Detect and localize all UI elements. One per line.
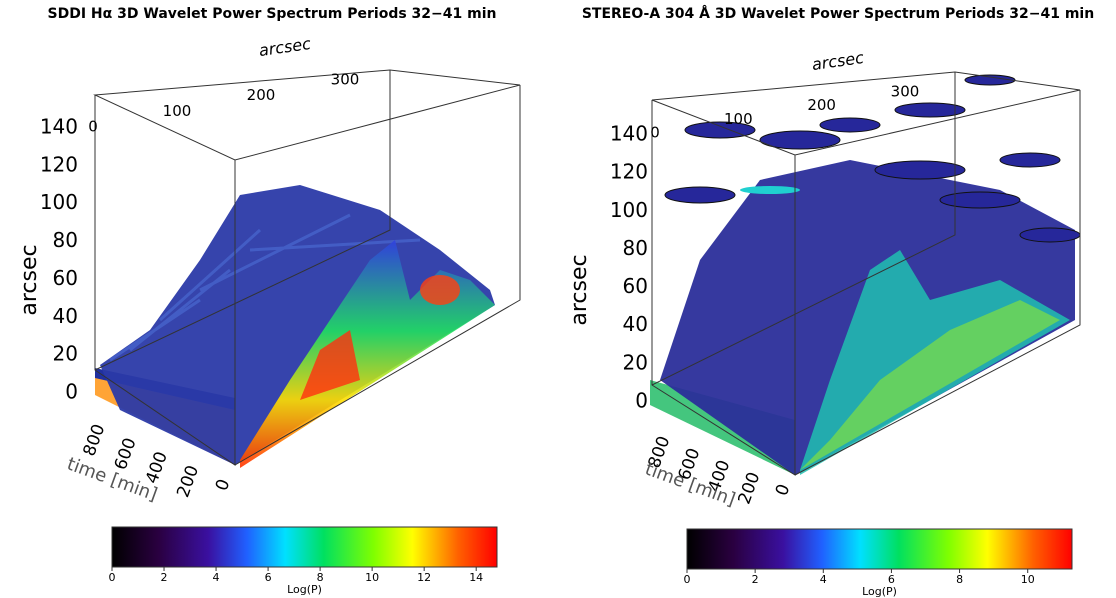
volume-render — [95, 185, 495, 468]
box — [651, 71, 1081, 476]
x-tick-label: 200 — [247, 86, 276, 104]
colorbar-tick-label: 4 — [213, 571, 220, 584]
colorbar-tick-label: 8 — [956, 573, 963, 586]
z-tick-label: 40 — [623, 312, 648, 336]
z-tick-label: 20 — [53, 342, 78, 366]
x-axis-label: arcsec — [811, 48, 865, 74]
time-tick-label: 600 — [111, 435, 141, 472]
z-tick-label: 0 — [65, 380, 78, 404]
time-tick-label: 0 — [212, 477, 234, 494]
colorbar-tick-label: 4 — [820, 573, 827, 586]
volume-render — [650, 74, 1081, 475]
z-tick-label: 60 — [53, 266, 78, 290]
time-tick-label: 0 — [772, 482, 794, 499]
z-tick-label: 80 — [53, 228, 78, 252]
time-tick-label: 800 — [80, 422, 110, 459]
x-tick-label: 300 — [891, 83, 920, 101]
panel-title: STEREO-A 304 Å 3D Wavelet Power Spectrum… — [582, 5, 1094, 22]
colorbar-tick-label: 2 — [161, 571, 168, 584]
x-tick-label: 300 — [331, 71, 360, 89]
colorbar-tick-label: 2 — [752, 573, 759, 586]
colorbar-tick-label: 14 — [469, 571, 483, 584]
x-tick-label: 0 — [88, 118, 98, 136]
colorbar — [686, 528, 1073, 570]
z-tick-label: 100 — [610, 198, 648, 222]
panel-title: SDDI Hα 3D Wavelet Power Spectrum Period… — [48, 6, 497, 22]
z-tick-label: 100 — [40, 190, 78, 214]
colorbar-tick-label: 8 — [317, 571, 324, 584]
colorbar-tick-label: 0 — [109, 571, 116, 584]
z-tick-label: 20 — [623, 350, 648, 374]
x-tick-label: 100 — [724, 110, 753, 128]
z-tick-label: 60 — [623, 274, 648, 298]
z-tick-label: 120 — [610, 160, 648, 184]
z-tick-label: 80 — [623, 236, 648, 260]
colorbar-tick-label: 0 — [684, 573, 691, 586]
x-axis-label: arcsec — [258, 34, 312, 60]
box — [93, 69, 521, 466]
z-tick-label: 140 — [610, 122, 648, 146]
colorbar-tick-label: 10 — [365, 571, 379, 584]
z-tick-label: 140 — [40, 115, 78, 139]
time-tick-label: 200 — [735, 470, 765, 507]
x-tick-label: 200 — [807, 96, 836, 114]
x-tick-label: 0 — [650, 124, 660, 142]
colorbar-tick-label: 10 — [1021, 573, 1035, 586]
colorbar-label: Log(P) — [287, 583, 322, 596]
z-axis-label: arcsec — [567, 254, 592, 325]
time-tick-label: 200 — [173, 463, 203, 500]
colorbar-label: Log(P) — [862, 585, 897, 598]
z-axis-label: arcsec — [17, 244, 42, 315]
colorbar — [111, 526, 498, 568]
colorbar-tick-label: 12 — [417, 571, 431, 584]
x-tick-label: 100 — [163, 102, 192, 120]
z-tick-label: 40 — [53, 304, 78, 328]
z-tick-label: 120 — [40, 152, 78, 176]
colorbar-tick-label: 6 — [265, 571, 272, 584]
colorbar-tick-label: 6 — [888, 573, 895, 586]
z-tick-label: 0 — [635, 389, 648, 413]
